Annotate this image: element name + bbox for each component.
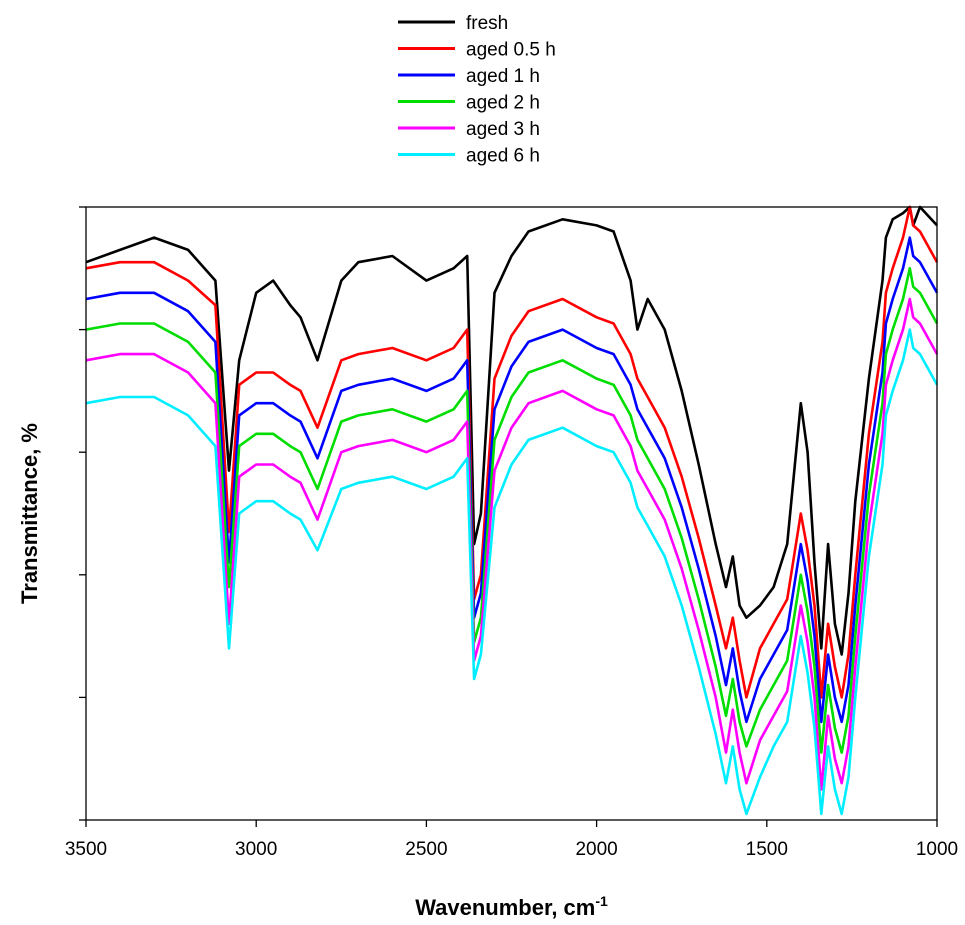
series-line-4: [85, 297, 939, 791]
y-axis: [79, 206, 86, 821]
legend: fresh aged 0.5 h aged 1 h aged 2 h aged 3 h a…: [398, 13, 556, 167]
series-line-3: [85, 267, 939, 754]
x-axis-title: Wavenumber, cm-1: [415, 893, 608, 920]
x-axis: 3500 3000 2500 2000 1500 1000: [65, 820, 958, 860]
series-line-5: [85, 328, 939, 816]
x-tick-label: 2000: [575, 839, 617, 860]
legend-label-4: aged 3 h: [466, 119, 540, 140]
x-tick-label: 3500: [65, 839, 107, 860]
legend-label-5: aged 6 h: [466, 146, 540, 167]
legend-label-2: aged 1 h: [466, 66, 540, 87]
series-layer: [85, 205, 939, 816]
x-tick-label: 3000: [235, 839, 277, 860]
y-axis-title: Transmittance, %: [17, 423, 42, 604]
x-axis-title-text: Wavenumber, cm: [415, 895, 595, 920]
x-axis-title-superscript: -1: [595, 893, 608, 909]
plot-frame: [85, 206, 938, 821]
legend-label-3: aged 2 h: [466, 93, 540, 114]
legend-label-0: fresh: [466, 13, 508, 34]
series-line-0: [85, 205, 938, 656]
legend-label-1: aged 0.5 h: [466, 40, 556, 61]
x-tick-label: 1000: [916, 839, 958, 860]
x-tick-label: 2500: [405, 839, 447, 860]
series-line-2: [85, 236, 939, 724]
series-line-1: [85, 205, 939, 699]
x-tick-label: 1500: [746, 839, 788, 860]
